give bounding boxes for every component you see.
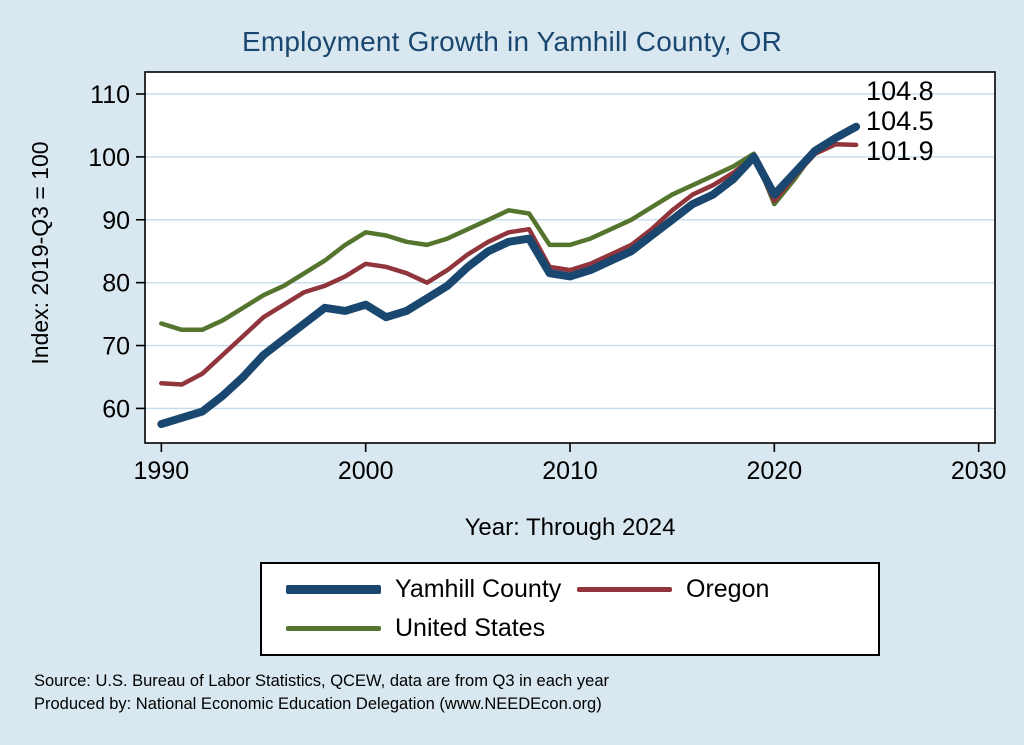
source-notes: Source: U.S. Bureau of Labor Statistics,… [34,670,609,717]
end-value-label: 101.9 [866,136,934,166]
end-value-label: 104.8 [866,76,934,106]
x-axis-label: Year: Through 2024 [464,514,676,541]
source-line-2: Produced by: National Economic Education… [34,695,602,714]
y-tick-label: 90 [102,207,130,235]
legend-line-sample-united-states [286,626,381,631]
y-tick-label: 70 [102,333,130,361]
legend-label-yamhill: Yamhill County [395,575,562,603]
series-line-yamhill-county [157,122,861,429]
chart-legend: Yamhill County Oregon United States [260,562,880,656]
x-tick-label: 2030 [951,457,1007,485]
y-tick-label: 100 [88,144,130,172]
legend-line-sample-oregon [577,587,672,592]
x-tick-label: 2020 [747,457,803,485]
y-tick-label: 80 [102,270,130,298]
legend-label-oregon: Oregon [686,575,770,603]
plot-area [145,72,995,443]
x-tick-label: 2010 [542,457,598,485]
legend-item-united-states: United States [286,614,577,643]
legend-item-yamhill-county: Yamhill County [286,575,577,604]
end-value-label: 104.5 [866,106,934,136]
y-tick-label: 60 [102,395,130,423]
plot-border [144,71,996,444]
x-tick-label: 2000 [338,457,394,485]
y-tick-label: 110 [90,81,130,109]
series-line-united-states [159,126,859,333]
legend-label-united-states: United States [395,614,546,642]
source-line-1: Source: U.S. Bureau of Labor Statistics,… [34,672,610,690]
legend-line-sample-yamhill [286,585,381,594]
legend-item-oregon: Oregon [577,575,868,604]
x-tick-label: 1990 [134,457,190,485]
chart-title: Employment Growth in Yamhill County, OR [242,26,782,57]
